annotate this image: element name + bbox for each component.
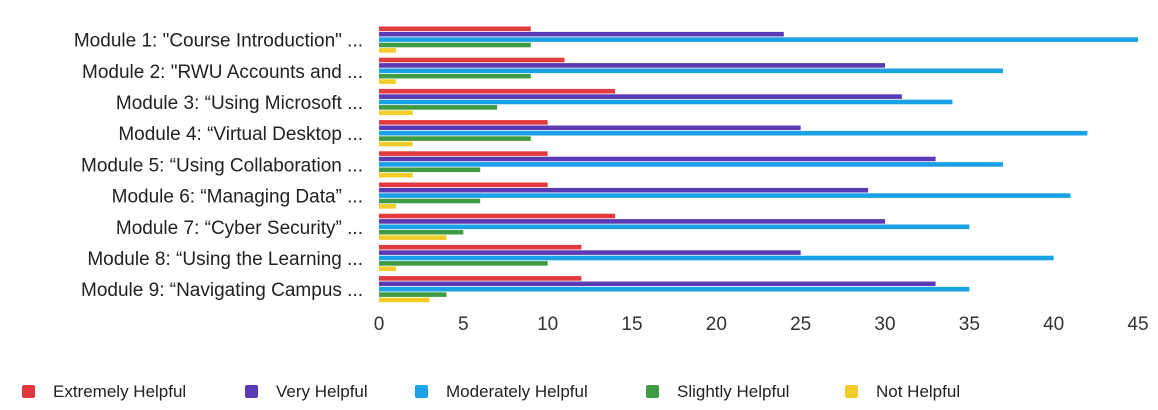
bar-module-7-extremely-helpful[interactable] [379,213,616,219]
category-label-module-9: Module 9: “Navigating Campus ... [81,280,363,301]
bar-module-7-slightly-helpful[interactable] [379,229,464,235]
x-tick-label: 10 [537,314,558,335]
legend-item-very-helpful[interactable]: Very Helpful [245,382,368,401]
x-tick-label: 45 [1127,314,1148,335]
bar-module-8-very-helpful[interactable] [379,250,801,255]
bar-module-3-very-helpful[interactable] [379,94,902,99]
bar-module-9-slightly-helpful[interactable] [379,292,447,297]
bar-module-3-extremely-helpful[interactable] [379,88,616,94]
legend-swatch-extremely-helpful [22,385,35,398]
category-label-module-2: Module 2: "RWU Accounts and ... [82,62,363,83]
bars-layer [379,26,1138,303]
bar-module-2-not-helpful[interactable] [379,79,396,84]
x-tick-label: 35 [959,314,980,335]
legend-label-slightly-helpful: Slightly Helpful [677,382,789,401]
bar-module-1-slightly-helpful[interactable] [379,42,531,48]
x-tick-label: 20 [706,314,727,335]
bar-module-1-extremely-helpful[interactable] [379,26,531,32]
legend: Extremely Helpful Very Helpful Moderately … [22,382,960,401]
bar-module-3-not-helpful[interactable] [379,110,413,116]
legend-label-not-helpful: Not Helpful [876,382,960,401]
bar-module-3-moderately-helpful[interactable] [379,99,953,105]
bar-module-2-very-helpful[interactable] [379,63,885,68]
category-label-module-3: Module 3: “Using Microsoft ... [116,93,363,114]
bar-module-1-moderately-helpful[interactable] [379,37,1138,42]
bar-module-6-moderately-helpful[interactable] [379,193,1071,198]
category-label-module-4: Module 4: “Virtual Desktop ... [118,124,363,145]
category-label-module-7: Module 7: “Cyber Security” ... [116,218,363,239]
bar-module-7-not-helpful[interactable] [379,235,447,240]
legend-swatch-moderately-helpful [415,385,428,398]
category-label-module-8: Module 8: “Using the Learning ... [87,249,363,270]
bar-module-8-not-helpful[interactable] [379,266,396,272]
bar-module-1-very-helpful[interactable] [379,31,784,37]
legend-item-extremely-helpful[interactable]: Extremely Helpful [22,382,186,401]
bar-module-9-extremely-helpful[interactable] [379,276,582,281]
x-tick-label: 5 [458,314,469,335]
legend-swatch-very-helpful [245,385,258,398]
bar-module-9-not-helpful[interactable] [379,297,430,303]
x-tick-label: 0 [374,314,385,335]
bar-module-8-moderately-helpful[interactable] [379,255,1054,261]
bar-module-6-slightly-helpful[interactable] [379,198,481,204]
x-axis-tick-labels: 0 5 10 15 20 25 30 35 40 45 [374,314,1149,335]
x-tick-label: 30 [874,314,895,335]
bar-module-7-moderately-helpful[interactable] [379,224,970,230]
legend-label-very-helpful: Very Helpful [276,382,368,401]
bar-module-6-extremely-helpful[interactable] [379,182,548,188]
bar-module-9-moderately-helpful[interactable] [379,286,970,292]
bar-module-5-not-helpful[interactable] [379,172,413,178]
bar-module-2-slightly-helpful[interactable] [379,73,531,79]
bar-module-4-not-helpful[interactable] [379,141,413,147]
bar-module-6-not-helpful[interactable] [379,204,396,209]
legend-label-extremely-helpful: Extremely Helpful [53,382,186,401]
bar-module-7-very-helpful[interactable] [379,219,885,224]
bar-module-5-moderately-helpful[interactable] [379,162,1004,167]
bar-module-5-slightly-helpful[interactable] [379,167,481,173]
bar-module-6-very-helpful[interactable] [379,187,869,193]
legend-item-moderately-helpful[interactable]: Moderately Helpful [415,382,588,401]
bar-module-5-very-helpful[interactable] [379,156,936,162]
legend-item-slightly-helpful[interactable]: Slightly Helpful [646,382,789,401]
bar-module-4-moderately-helpful[interactable] [379,130,1088,136]
bar-module-1-not-helpful[interactable] [379,48,396,53]
category-label-module-6: Module 6: “Managing Data” ... [112,187,363,208]
bar-module-4-extremely-helpful[interactable] [379,120,548,125]
x-tick-label: 40 [1043,314,1064,335]
bar-module-4-very-helpful[interactable] [379,125,801,131]
x-tick-label: 15 [621,314,642,335]
bar-module-2-extremely-helpful[interactable] [379,57,565,63]
bar-module-8-extremely-helpful[interactable] [379,244,582,250]
category-label-module-1: Module 1: "Course Introduction" ... [74,31,363,52]
category-labels: Module 1: "Course Introduction" ... Modul… [74,31,363,302]
legend-swatch-slightly-helpful [646,385,659,398]
bar-module-3-slightly-helpful[interactable] [379,105,498,110]
legend-label-moderately-helpful: Moderately Helpful [446,382,588,401]
bar-module-2-moderately-helpful[interactable] [379,68,1004,74]
bar-module-4-slightly-helpful[interactable] [379,136,531,141]
bar-module-9-very-helpful[interactable] [379,281,936,287]
bar-module-5-extremely-helpful[interactable] [379,151,548,156]
bar-module-8-slightly-helpful[interactable] [379,261,548,266]
category-label-module-5: Module 5: “Using Collaboration ... [81,155,363,176]
legend-item-not-helpful[interactable]: Not Helpful [845,382,960,401]
legend-swatch-not-helpful [845,385,858,398]
x-tick-label: 25 [790,314,811,335]
